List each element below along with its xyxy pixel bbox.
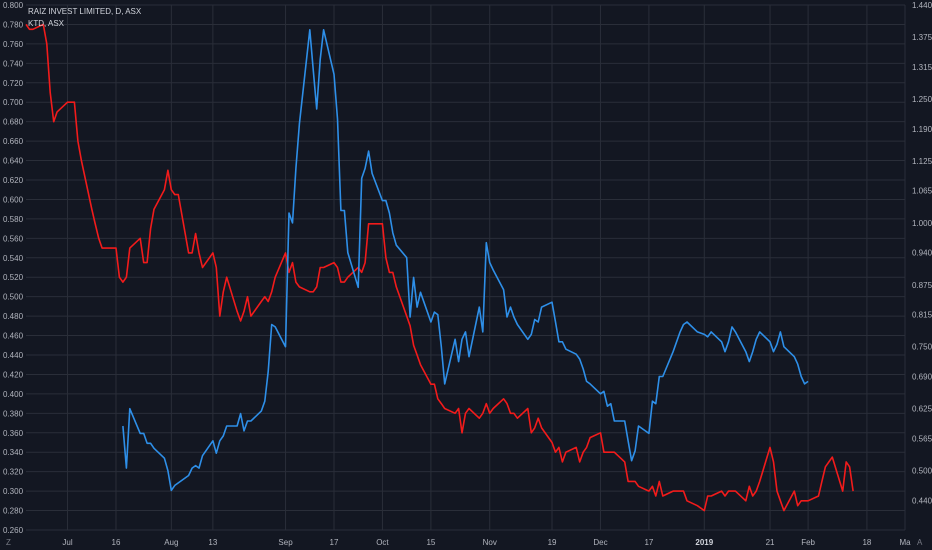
left-axis-tick-label: 0.800	[3, 1, 24, 10]
right-axis-tick-label: 0.565	[912, 434, 932, 443]
left-axis-tick-label: 0.580	[3, 215, 24, 224]
right-axis-tick-label: 0.690	[912, 372, 932, 381]
time-axis-tick-label: Dec	[593, 538, 607, 547]
left-axis-tick-label: 0.340	[3, 448, 24, 457]
right-axis-tick-label: 0.940	[912, 249, 932, 258]
right-axis-tick-label: 1.315	[912, 63, 932, 72]
left-axis-tick-label: 0.640	[3, 157, 24, 166]
left-axis-tick-label: 0.460	[3, 332, 24, 341]
left-axis-tick-label: 0.480	[3, 312, 24, 321]
time-axis-tick-label: Nov	[483, 538, 497, 547]
right-axis-tick-label: 1.000	[912, 219, 932, 228]
left-axis-tick-label: 0.660	[3, 137, 24, 146]
time-axis-tick-label: 16	[112, 538, 121, 547]
series-line-ktd[interactable]	[122, 29, 809, 492]
left-axis-tick-label: 0.780	[3, 20, 24, 29]
left-axis-tick-label: 0.620	[3, 176, 24, 185]
legend: RAIZ INVEST LIMITED, D, ASX KTD, ASX	[28, 7, 142, 28]
time-axis-tick-label: 2019	[695, 538, 713, 547]
right-axis-tick-label: 1.250	[912, 95, 932, 104]
time-axis-tick-label: 17	[644, 538, 653, 547]
time-axis-tick-label: 17	[330, 538, 339, 547]
left-axis-tick-label: 0.320	[3, 468, 24, 477]
time-axis-tick-label: 18	[862, 538, 871, 547]
right-axis-tick-label: 0.750	[912, 343, 932, 352]
right-axis-tick-label: 1.375	[912, 33, 932, 42]
time-axis-tick-label: 15	[426, 538, 435, 547]
right-price-axis[interactable]: 1.440 1.375 1.315 1.250 1.190 1.125 1.065 1.000…	[912, 1, 932, 505]
time-axis-tick-label: Oct	[376, 538, 389, 547]
timezone-corner-glyph[interactable]: Z	[6, 538, 11, 547]
time-axis-tick-label: Sep	[278, 538, 293, 547]
right-axis-tick-label: 0.875	[912, 281, 932, 290]
left-axis-tick-label: 0.260	[3, 526, 24, 535]
left-price-axis[interactable]: 0.800 0.780 0.760 0.740 0.720 0.700 0.680 0.660…	[3, 1, 24, 535]
time-axis-tick-label: 19	[548, 538, 557, 547]
left-axis-tick-label: 0.600	[3, 195, 24, 204]
time-axis-tick-label: Ma	[899, 538, 911, 547]
left-axis-tick-label: 0.280	[3, 507, 24, 516]
right-axis-tick-label: 0.500	[912, 467, 932, 476]
time-axis-tick-label: Jul	[62, 538, 72, 547]
left-axis-tick-label: 0.360	[3, 429, 24, 438]
left-axis-tick-label: 0.560	[3, 234, 24, 243]
left-axis-tick-label: 0.380	[3, 409, 24, 418]
time-axis-tick-label: 21	[766, 538, 775, 547]
right-axis-tick-label: 1.065	[912, 187, 932, 196]
left-axis-tick-label: 0.760	[3, 40, 24, 49]
left-axis-tick-label: 0.540	[3, 254, 24, 263]
series-line-raiz[interactable]	[25, 23, 854, 512]
right-axis-tick-label: 1.125	[912, 157, 932, 166]
left-axis-tick-label: 0.700	[3, 98, 24, 107]
auto-scale-corner-glyph[interactable]: A	[917, 538, 923, 547]
left-axis-tick-label: 0.300	[3, 487, 24, 496]
left-axis-tick-label: 0.680	[3, 118, 24, 127]
legend-primary-symbol: RAIZ INVEST LIMITED, D, ASX	[28, 7, 142, 16]
left-axis-tick-label: 0.400	[3, 390, 24, 399]
left-axis-tick-label: 0.440	[3, 351, 24, 360]
time-axis[interactable]: Jul 16 Aug 13 Sep 17 Oct 15 Nov 19 Dec 17 2019 21 Feb 1…	[62, 538, 911, 547]
left-axis-tick-label: 0.720	[3, 79, 24, 88]
time-axis-tick-label: Feb	[801, 538, 815, 547]
time-axis-tick-label: Aug	[164, 538, 178, 547]
left-axis-tick-label: 0.520	[3, 273, 24, 282]
right-axis-tick-label: 1.440	[912, 1, 932, 10]
legend-compare-symbol: KTD, ASX	[28, 19, 65, 28]
left-axis-tick-label: 0.420	[3, 370, 24, 379]
right-axis-tick-label: 0.440	[912, 496, 932, 505]
left-axis-tick-label: 0.740	[3, 59, 24, 68]
left-axis-tick-label: 0.500	[3, 293, 24, 302]
right-axis-tick-label: 0.625	[912, 405, 932, 414]
right-axis-tick-label: 1.190	[912, 125, 932, 134]
right-axis-tick-label: 0.815	[912, 311, 932, 320]
plot-area[interactable]	[25, 23, 854, 512]
time-axis-tick-label: 13	[208, 538, 217, 547]
